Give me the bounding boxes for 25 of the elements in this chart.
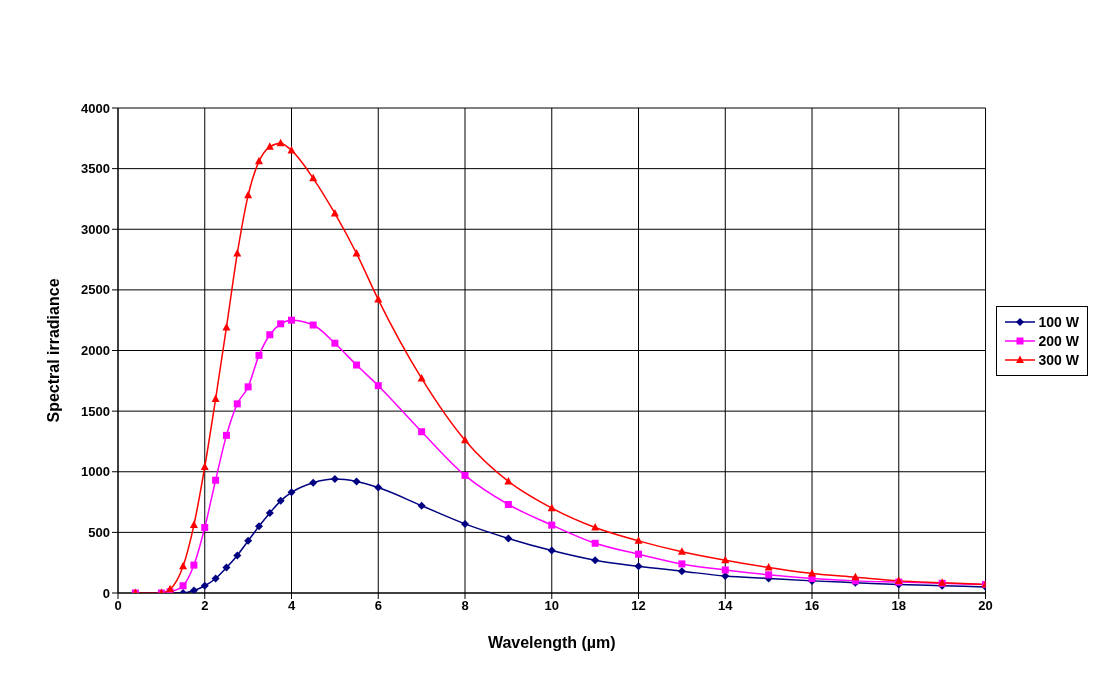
legend-label: 300 W bbox=[1038, 351, 1079, 368]
x-tick-label: 0 bbox=[114, 598, 122, 614]
y-tick-label: 2000 bbox=[81, 343, 110, 359]
y-tick-label: 1500 bbox=[81, 403, 110, 419]
y-axis-title: Spectral irradiance bbox=[44, 278, 62, 423]
legend-label: 200 W bbox=[1038, 332, 1079, 349]
y-tick-label: 0 bbox=[102, 585, 110, 601]
y-tick-label: 2500 bbox=[81, 282, 110, 298]
x-tick-label: 12 bbox=[631, 598, 646, 614]
x-tick-label: 16 bbox=[804, 598, 820, 614]
y-tick-label: 1000 bbox=[81, 464, 110, 480]
x-tick-label: 6 bbox=[374, 598, 382, 614]
y-tick-label: 3500 bbox=[81, 161, 110, 177]
y-tick-label: 4000 bbox=[81, 100, 110, 116]
x-tick-label: 18 bbox=[891, 598, 907, 614]
x-tick-label: 2 bbox=[201, 598, 209, 614]
x-tick-label: 20 bbox=[978, 598, 993, 614]
legend-label: 100 W bbox=[1038, 313, 1079, 330]
x-axis-title: Wavelength (µm) bbox=[487, 634, 616, 651]
x-tick-label: 10 bbox=[544, 598, 559, 614]
y-tick-label: 500 bbox=[88, 524, 110, 540]
x-tick-label: 8 bbox=[461, 598, 469, 614]
x-tick-label: 4 bbox=[287, 598, 296, 614]
x-tick-label: 14 bbox=[718, 598, 734, 614]
y-tick-label: 3000 bbox=[81, 221, 110, 237]
